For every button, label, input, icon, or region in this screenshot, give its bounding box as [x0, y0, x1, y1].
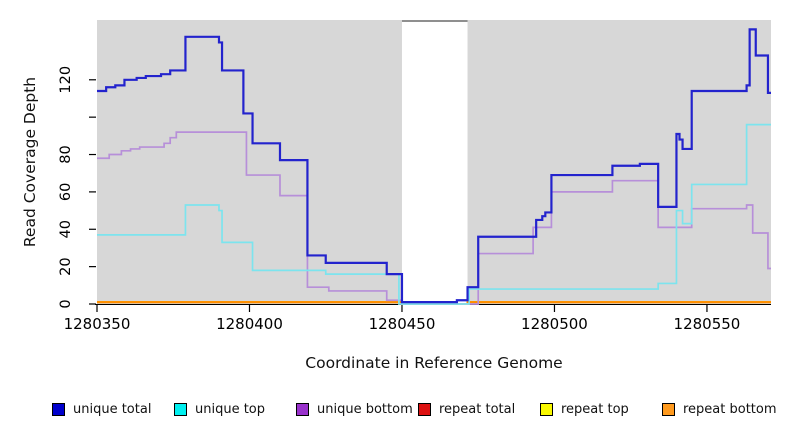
legend-item-repeat-total: repeat total — [418, 402, 540, 417]
legend-item-repeat-top: repeat top — [540, 402, 662, 417]
unique-bottom-swatch-icon — [296, 402, 309, 416]
legend-item-unique-top: unique top — [174, 402, 296, 417]
legend-label: repeat top — [561, 401, 629, 417]
series-line-unique-total — [97, 28, 771, 304]
legend-label: repeat bottom — [683, 401, 777, 417]
x-tick-label: 1280350 — [64, 315, 131, 333]
masked-region-band — [401, 20, 468, 304]
repeat-total-swatch-icon — [418, 402, 431, 416]
y-tick-label: 120 — [58, 66, 74, 94]
y-tick-label: 40 — [58, 220, 74, 238]
x-tick-label: 1280450 — [369, 315, 436, 333]
series-line-unique-top — [97, 123, 771, 305]
x-tick-label: 1280500 — [521, 315, 588, 333]
x-axis-label: Coordinate in Reference Genome — [305, 354, 563, 372]
y-tick-label: 60 — [58, 183, 74, 201]
plot-canvas: 1280350 1280400 1280450 1280500 1280550 0 20 40… — [58, 20, 771, 333]
legend-item-unique-bottom: unique bottom — [296, 402, 418, 417]
y-tick-label: 80 — [58, 145, 74, 163]
x-tick-label: 1280550 — [674, 315, 741, 333]
y-tick-label: 20 — [58, 257, 74, 275]
legend-label: unique top — [195, 401, 266, 417]
y-axis-label: Read Coverage Depth — [21, 76, 39, 248]
x-tick-label: 1280400 — [216, 315, 283, 333]
legend-item-unique-total: unique total — [52, 402, 174, 417]
legend-label: unique bottom — [317, 401, 413, 417]
repeat-top-swatch-icon — [540, 402, 553, 416]
y-tick-label: 0 — [58, 299, 74, 308]
repeat-bottom-swatch-icon — [662, 402, 675, 416]
unique-top-swatch-icon — [174, 402, 187, 416]
legend-label: unique total — [73, 401, 152, 417]
unique-total-swatch-icon — [52, 402, 65, 416]
legend-item-repeat-bottom: repeat bottom — [662, 402, 784, 417]
legend-label: repeat total — [439, 401, 516, 417]
legend: unique total unique top unique bottom re… — [52, 398, 784, 420]
